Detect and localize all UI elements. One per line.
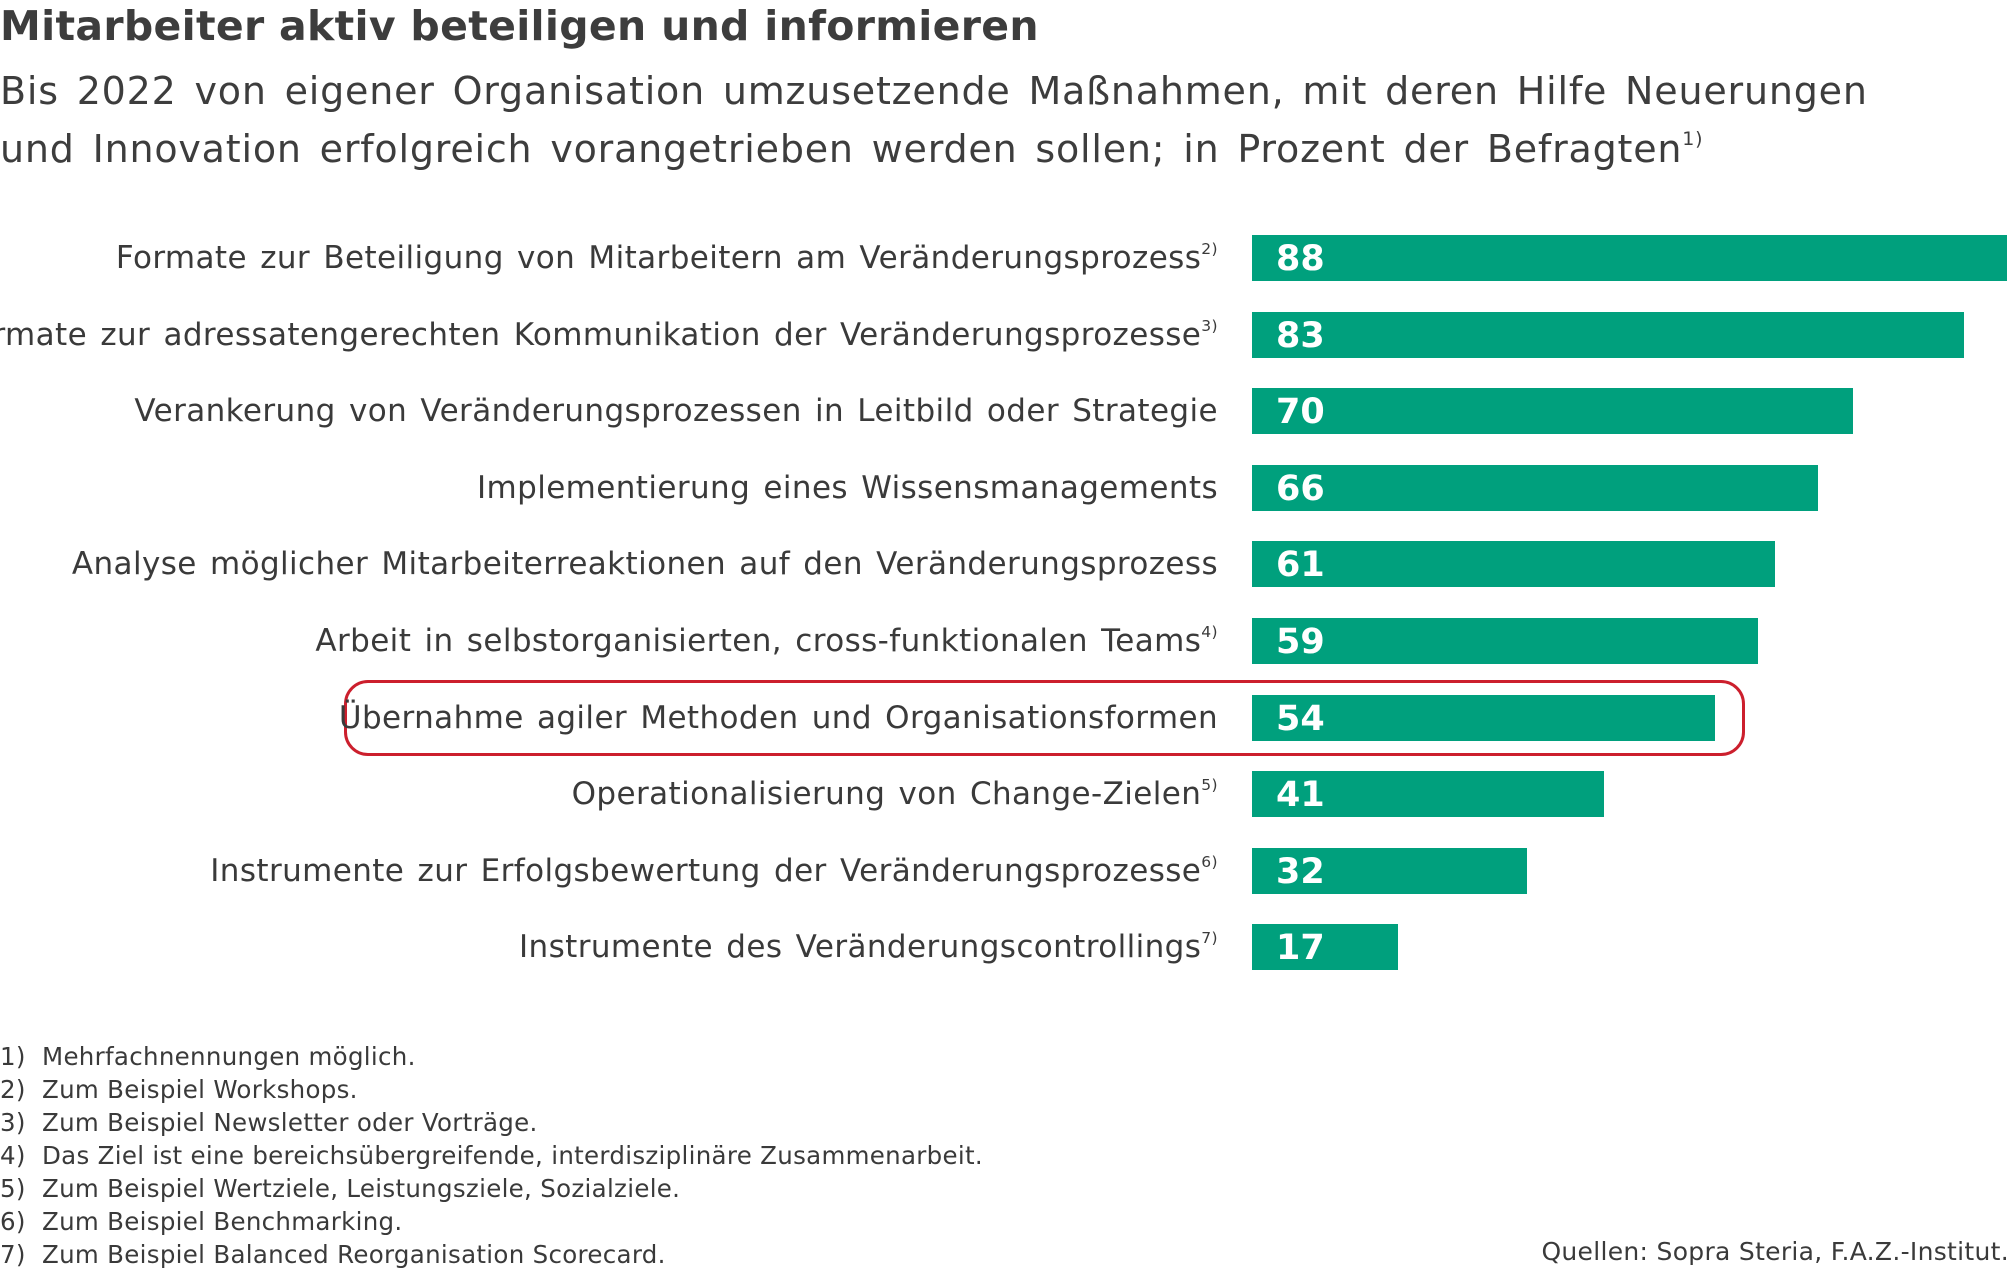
bar-value-label: 41 [1276, 775, 1325, 815]
footnote-text: Mehrfachnennungen möglich. [42, 1042, 416, 1071]
bar: 66 [1252, 465, 1818, 511]
category-label: Implementierung eines Wissensmanagements [477, 465, 1218, 511]
bar: 59 [1252, 618, 1758, 664]
category-note: 2) [1201, 240, 1218, 259]
footnote-number: 7) [0, 1240, 26, 1269]
chart-title: Mitarbeiter aktiv beteiligen und informi… [0, 2, 1039, 50]
category-label-text: Verankerung von Veränderungsprozessen in… [134, 393, 1218, 429]
category-label: Arbeit in selbstorganisierten, cross-fun… [315, 618, 1218, 664]
category-label-text: Arbeit in selbstorganisierten, cross-fun… [315, 623, 1202, 659]
category-label: Verankerung von Veränderungsprozessen in… [134, 388, 1218, 434]
footnote-number: 3) [0, 1108, 26, 1137]
bar-value-label: 61 [1276, 545, 1325, 585]
footnote-number: 5) [0, 1174, 26, 1203]
footnotes: 1) Mehrfachnennungen möglich. 2) Zum Beispi… [0, 1040, 983, 1271]
bar: 70 [1252, 388, 1853, 434]
category-note: 7) [1201, 929, 1218, 948]
subtitle-note: 1) [1682, 127, 1704, 150]
footnote-number: 2) [0, 1075, 26, 1104]
category-label: Operationalisierung von Change-Zielen5) [572, 771, 1218, 817]
category-label: Formate zur adressatengerechten Kommunik… [0, 312, 1218, 358]
category-label-text: Übernahme agiler Methoden und Organisati… [338, 700, 1218, 736]
bar-value-label: 88 [1276, 239, 1325, 279]
footnote-item: 5) Zum Beispiel Wertziele, Leistungsziele… [0, 1172, 983, 1205]
footnote-text: Zum Beispiel Benchmarking. [42, 1207, 403, 1236]
category-label-text: Instrumente zur Erfolgsbewertung der Ver… [210, 853, 1202, 889]
footnote-item: 7) Zum Beispiel Balanced Reorganisation S… [0, 1238, 983, 1271]
category-label-text: Analyse möglicher Mitarbeiterreaktionen … [71, 546, 1218, 582]
category-label: Instrumente des Veränderungscontrollings… [519, 924, 1218, 970]
footnote-text: Zum Beispiel Workshops. [42, 1075, 358, 1104]
bar: 61 [1252, 541, 1775, 587]
footnote-number: 1) [0, 1042, 26, 1071]
category-label: Übernahme agiler Methoden und Organisati… [339, 695, 1218, 741]
bar: 83 [1252, 312, 1964, 358]
bar-chart: Formate zur Beteiligung von Mitarbeitern… [0, 235, 2009, 1005]
category-label-text: Implementierung eines Wissensmanagements [476, 470, 1218, 506]
bar-value-label: 59 [1276, 622, 1325, 662]
category-label-text: Formate zur adressatengerechten Kommunik… [0, 317, 1202, 353]
category-label: Analyse möglicher Mitarbeiterreaktionen … [72, 541, 1218, 587]
highlight-frame [344, 680, 1745, 756]
bar: 54 [1252, 695, 1715, 741]
footnote-text: Zum Beispiel Balanced Reorganisation Sco… [42, 1240, 666, 1269]
footnote-number: 6) [0, 1207, 26, 1236]
footnote-item: 1) Mehrfachnennungen möglich. [0, 1040, 983, 1073]
category-note: 3) [1201, 317, 1218, 336]
footnote-number: 4) [0, 1141, 26, 1170]
bar-value-label: 54 [1276, 699, 1325, 739]
bar: 88 [1252, 235, 2007, 281]
category-label-text: Formate zur Beteiligung von Mitarbeitern… [115, 240, 1202, 276]
category-note: 4) [1201, 623, 1218, 642]
bar-value-label: 17 [1276, 928, 1325, 968]
category-label: Instrumente zur Erfolgsbewertung der Ver… [210, 848, 1218, 894]
footnote-text: Das Ziel ist eine bereichsübergreifende,… [42, 1141, 983, 1170]
footnote-item: 4) Das Ziel ist eine bereichsübergreifend… [0, 1139, 983, 1172]
bar: 32 [1252, 848, 1527, 894]
bar: 17 [1252, 924, 1398, 970]
category-label-text: Operationalisierung von Change-Zielen [571, 776, 1202, 812]
source-note: Quellen: Sopra Steria, F.A.Z.-Institut. [1541, 1237, 2009, 1266]
category-note: 5) [1201, 776, 1218, 795]
category-label: Formate zur Beteiligung von Mitarbeitern… [116, 235, 1218, 281]
category-label-text: Instrumente des Veränderungscontrollings [519, 929, 1202, 965]
bar-value-label: 83 [1276, 316, 1325, 356]
bar-value-label: 66 [1276, 469, 1325, 509]
footnote-item: 3) Zum Beispiel Newsletter oder Vorträge. [0, 1106, 983, 1139]
category-note: 6) [1201, 853, 1218, 872]
footnote-text: Zum Beispiel Newsletter oder Vorträge. [42, 1108, 538, 1137]
bar-value-label: 32 [1276, 852, 1325, 892]
footnote-item: 6) Zum Beispiel Benchmarking. [0, 1205, 983, 1238]
footnote-text: Zum Beispiel Wertziele, Leistungsziele, … [42, 1174, 681, 1203]
subtitle-text: Bis 2022 von eigener Organisation umzuse… [0, 69, 1868, 171]
chart-subtitle: Bis 2022 von eigener Organisation umzuse… [0, 62, 1900, 178]
bar: 41 [1252, 771, 1604, 817]
footnote-item: 2) Zum Beispiel Workshops. [0, 1073, 983, 1106]
bar-value-label: 70 [1276, 392, 1325, 432]
